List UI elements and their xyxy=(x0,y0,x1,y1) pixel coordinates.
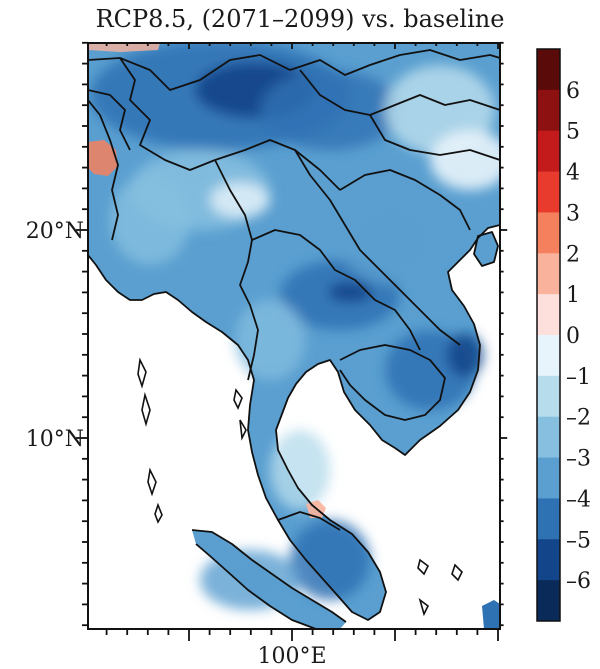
colorbar-swatch xyxy=(537,335,560,377)
colorbar-swatch xyxy=(537,49,560,91)
country-borders xyxy=(88,49,500,629)
colorbar-frame xyxy=(536,48,561,622)
patch xyxy=(430,130,500,190)
island xyxy=(239,419,247,441)
island xyxy=(137,357,147,389)
colorbar-label: 0 xyxy=(566,324,580,349)
small-islands xyxy=(137,357,463,617)
colorbar: 6 5 4 3 2 1 0 –1 –2 –3 –4 –5 –6 xyxy=(536,48,591,622)
border-cambodia xyxy=(339,344,446,421)
colorbar-swatch xyxy=(537,253,560,295)
patch xyxy=(235,300,305,380)
coastline-mainland xyxy=(88,224,500,621)
colorbar-label: 6 xyxy=(566,79,580,104)
colorbar-swatch xyxy=(537,171,560,213)
colorbar-swatch xyxy=(537,375,560,418)
island xyxy=(451,563,463,582)
colorbar-label: 1 xyxy=(566,283,580,308)
border-laos-thailand xyxy=(251,229,421,351)
map-frame xyxy=(87,42,501,630)
lat-label-10n: 10°N xyxy=(26,427,84,452)
colorbar-label: 2 xyxy=(566,242,580,267)
island xyxy=(154,502,163,524)
warm-patch-west xyxy=(88,140,118,176)
island xyxy=(417,558,430,576)
colorbar-label: 5 xyxy=(566,120,580,145)
border-laos xyxy=(294,149,461,346)
map-area xyxy=(88,43,500,629)
patch xyxy=(110,175,190,265)
island-east xyxy=(474,232,498,266)
colorbar-swatch xyxy=(537,457,560,499)
colorbar-label: –2 xyxy=(566,406,591,431)
border-myanmar-thailand xyxy=(214,159,259,381)
map-title: RCP8.5, (2071–2099) vs. baseline xyxy=(96,5,505,33)
colorbar-label: 4 xyxy=(566,161,580,186)
colorbar-swatch xyxy=(537,498,560,540)
colorbar-label: –5 xyxy=(566,528,591,553)
patch xyxy=(340,195,440,285)
island xyxy=(141,391,151,427)
colorbar-label: –1 xyxy=(566,365,591,390)
border-china-inner-2 xyxy=(369,114,500,161)
border-malaysia xyxy=(277,511,341,531)
border-india-myanmar xyxy=(88,99,119,241)
colorbar-label: 3 xyxy=(566,201,580,226)
border-northwest xyxy=(88,89,131,151)
island-southeast xyxy=(482,600,500,629)
ticks xyxy=(76,41,508,641)
colorbar-swatch xyxy=(537,416,560,459)
colorbar-swatch xyxy=(537,539,560,581)
patch xyxy=(328,282,372,302)
island xyxy=(147,467,157,497)
colorbar-swatch xyxy=(537,294,560,336)
colorbar-label: –3 xyxy=(566,447,591,472)
lat-label-20n: 20°N xyxy=(26,219,84,244)
island xyxy=(418,597,430,617)
border-china-inner xyxy=(299,69,500,116)
patch xyxy=(260,70,400,150)
patch xyxy=(210,182,270,218)
border-north xyxy=(88,49,500,91)
colorbar-swatch xyxy=(537,89,560,132)
island xyxy=(233,388,243,410)
coastline-sumatra xyxy=(191,529,347,629)
lon-label-100e: 100°E xyxy=(257,644,326,669)
patch xyxy=(290,520,370,600)
anomaly-patches xyxy=(90,43,500,610)
coastline-island-east xyxy=(473,231,499,267)
colorbar-swatch xyxy=(537,212,560,254)
colorbar-swatch xyxy=(537,580,560,622)
colorbar-label: –4 xyxy=(566,487,591,512)
patch xyxy=(447,333,483,377)
colorbar-swatch xyxy=(537,130,560,173)
colorbar-label: –6 xyxy=(566,569,591,594)
patch xyxy=(270,430,330,510)
patch xyxy=(200,550,300,610)
border-vietnam-china xyxy=(339,169,471,231)
